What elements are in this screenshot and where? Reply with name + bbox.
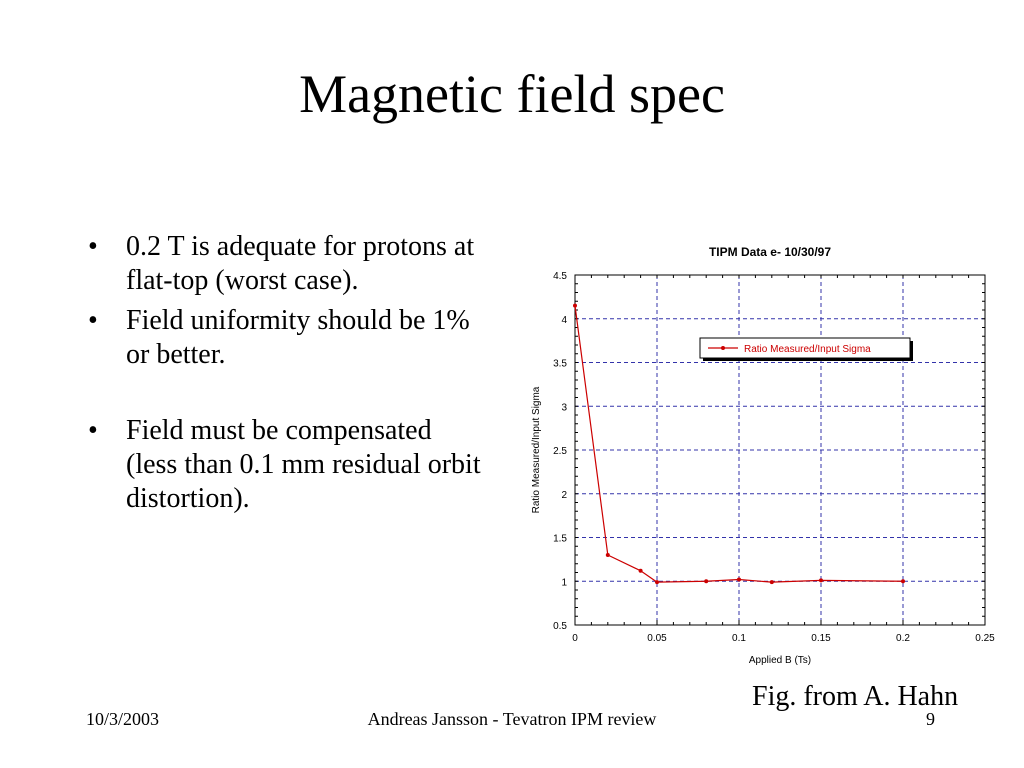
- page-number: 9: [926, 709, 935, 729]
- data-point: [704, 579, 709, 584]
- bullet-text: Field must be compensated (less than 0.1…: [126, 415, 481, 514]
- footer-date: 10/3/2003: [86, 709, 160, 729]
- bullet-icon: •: [88, 305, 98, 336]
- x-axis-label: Applied B (Ts): [749, 655, 811, 666]
- y-tick-label: 2.5: [553, 446, 567, 457]
- chart-title: TIPM Data e- 10/30/97: [709, 245, 831, 259]
- data-point: [638, 568, 643, 573]
- y-tick-label: 4: [561, 315, 567, 326]
- x-tick-label: 0: [572, 633, 578, 644]
- data-point: [819, 578, 823, 583]
- x-tick-label: 0.2: [896, 633, 910, 644]
- bullet-item: • Field must be compensated (less than 0…: [84, 414, 484, 516]
- y-axis-label: Ratio Measured/Input Sigma: [531, 386, 542, 513]
- bullet-list: • 0.2 T is adequate for protons at flat-…: [84, 230, 484, 522]
- slide-title: Magnetic field spec: [299, 64, 725, 124]
- chart-series: [573, 303, 905, 585]
- legend-marker: [721, 346, 725, 350]
- x-tick-label: 0.1: [732, 633, 746, 644]
- y-tick-label: 0.5: [553, 621, 567, 632]
- bullet-item: • 0.2 T is adequate for protons at flat-…: [84, 230, 484, 298]
- y-tick-label: 3.5: [553, 359, 567, 370]
- legend-box: [699, 337, 911, 359]
- y-tick-label: 4.5: [553, 271, 567, 282]
- data-point: [573, 303, 577, 308]
- y-tick-label: 1: [561, 577, 567, 588]
- data-point: [605, 553, 610, 557]
- figure-caption: Fig. from A. Hahn: [752, 681, 959, 712]
- x-tick-label: 0.05: [647, 633, 667, 644]
- data-point: [769, 580, 774, 585]
- y-tick-label: 1.5: [553, 534, 567, 545]
- bullet-icon: •: [88, 415, 98, 446]
- x-tick-label: 0.15: [811, 633, 831, 644]
- data-point: [901, 579, 905, 584]
- bullet-item: • Field uniformity should be 1% or bette…: [84, 304, 484, 372]
- data-point: [655, 580, 659, 585]
- chart-grid: [574, 274, 986, 626]
- bullet-text: Field uniformity should be 1% or better.: [126, 305, 470, 370]
- y-tick-label: 2: [561, 490, 567, 501]
- footer-title: Andreas Jansson - Tevatron IPM review: [367, 709, 657, 729]
- axis-ticks: 0 0.05 0.1 0.15 0.2 0.25 0.5 1 1.5 2 2.5 3 3.5 4 4.5: [553, 271, 995, 644]
- legend-label: Ratio Measured/Input Sigma: [744, 344, 871, 355]
- y-tick-label: 3: [561, 402, 567, 413]
- chart-legend: Ratio Measured/Input Sigma: [699, 337, 913, 361]
- bullet-text: 0.2 T is adequate for protons at flat-to…: [126, 231, 475, 296]
- data-point: [737, 577, 741, 582]
- line-chart: TIPM Data e- 10/30/97 0 0.05 0.1 0.15 0.2 0.2…: [531, 245, 995, 666]
- x-tick-label: 0.25: [975, 633, 995, 644]
- bullet-icon: •: [88, 231, 98, 262]
